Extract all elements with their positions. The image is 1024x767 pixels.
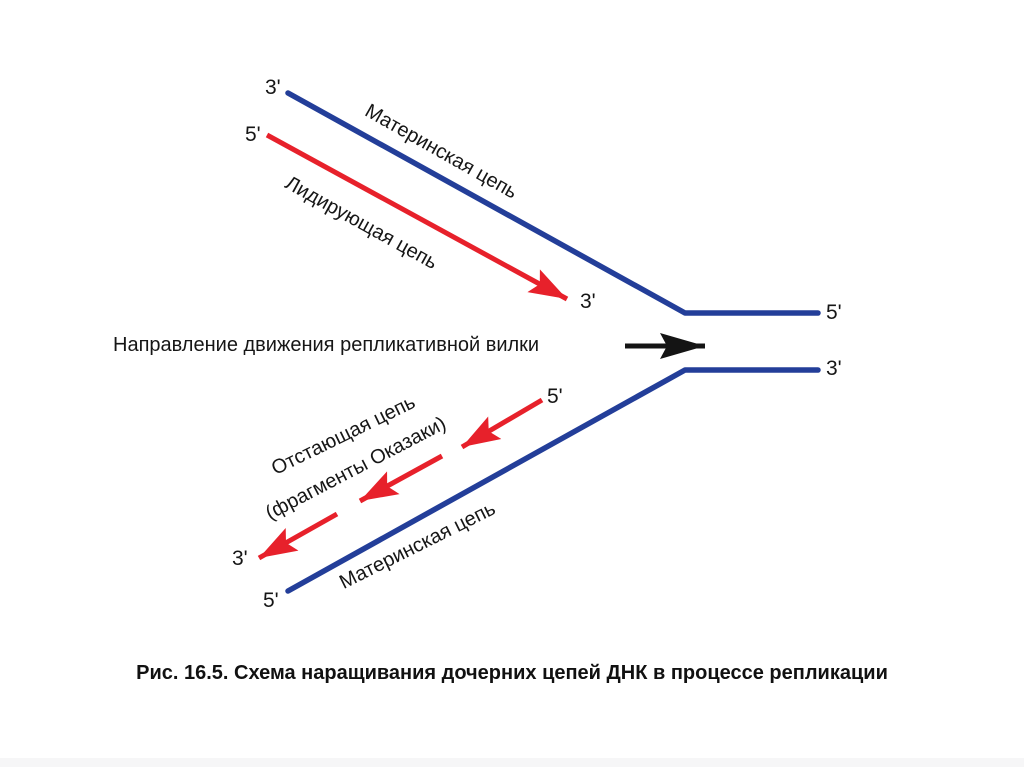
maternal-strand-bottom-line	[285, 367, 821, 594]
terminal-3prime-fork-bottom: 3'	[826, 357, 842, 380]
terminal-3prime-leading-end: 3'	[580, 290, 596, 313]
terminal-3prime-lagging-end: 3'	[232, 547, 248, 570]
leading-strand-arrow	[265, 132, 569, 302]
terminal-5prime-bottom-left: 5'	[263, 589, 279, 612]
figure-caption: Рис. 16.5. Схема наращивания дочерних це…	[136, 662, 888, 684]
terminal-3prime-top-left: 3'	[265, 76, 281, 99]
maternal-strand-top-line	[285, 90, 821, 316]
okazaki-fragment-arrow-3	[257, 511, 339, 561]
terminal-5prime-fork-top: 5'	[826, 301, 842, 324]
okazaki-fragment-arrow-2	[358, 453, 444, 504]
okazaki-fragment-arrow-1	[460, 397, 544, 450]
slide-bottom-edge	[0, 758, 1024, 767]
fork-direction-label: Направление движения репликативной вилки	[113, 334, 540, 356]
terminal-5prime-lagging-start: 5'	[547, 385, 563, 408]
terminal-5prime-leading-start: 5'	[245, 123, 261, 146]
